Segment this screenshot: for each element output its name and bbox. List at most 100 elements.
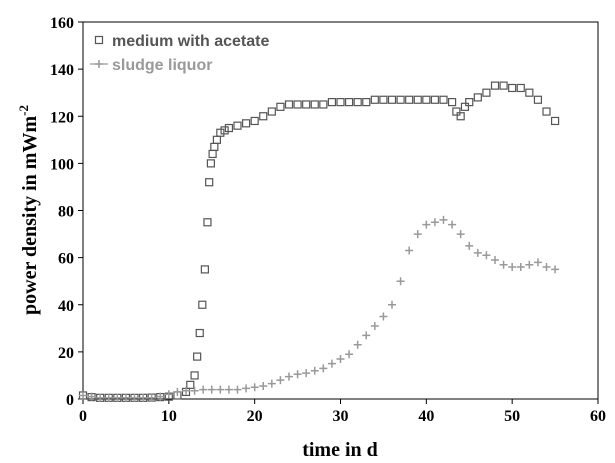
- data-point: [448, 220, 457, 229]
- data-point: [482, 88, 491, 97]
- x-tick-label: 0: [79, 408, 87, 425]
- data-point: [456, 112, 465, 121]
- data-point: [327, 359, 336, 368]
- data-point: [396, 95, 405, 104]
- data-point: [195, 328, 204, 338]
- data-point: [430, 218, 439, 227]
- data-point: [216, 385, 225, 394]
- data-point: [413, 230, 422, 239]
- data-point: [388, 300, 396, 309]
- data-point: [405, 246, 414, 255]
- data-point: [533, 258, 542, 267]
- data-point: [208, 149, 217, 159]
- legend-marker: [95, 60, 103, 68]
- data-point: [87, 392, 96, 401]
- data-point: [353, 340, 362, 349]
- data-point: [285, 372, 293, 381]
- data-point: [190, 371, 199, 380]
- y-tick-label: 0: [66, 392, 74, 409]
- data-point: [310, 100, 319, 109]
- data-point: [259, 382, 268, 391]
- data-point: [276, 102, 285, 111]
- data-point: [508, 263, 517, 272]
- data-point: [473, 93, 482, 102]
- y-tick-label: 40: [58, 298, 74, 315]
- legend-marker: [94, 35, 104, 45]
- data-point: [336, 98, 345, 107]
- y-axis-title: power density in mWm-2: [16, 105, 41, 315]
- data-point: [113, 393, 122, 402]
- data-point: [370, 321, 379, 330]
- data-point: [224, 385, 233, 394]
- data-point: [276, 376, 285, 385]
- data-point: [396, 277, 405, 286]
- x-tick-label: 60: [590, 408, 606, 425]
- data-point: [525, 88, 534, 97]
- data-point: [447, 98, 457, 107]
- y-axis-title-main: power density in mWm: [19, 116, 41, 315]
- data-point: [465, 98, 474, 107]
- data-point: [362, 98, 371, 107]
- y-axis-title-superscript: -2: [16, 105, 31, 116]
- data-point: [491, 255, 499, 264]
- data-point: [242, 384, 251, 393]
- data-point: [525, 260, 534, 269]
- data-point: [422, 220, 431, 229]
- y-tick-label: 160: [50, 15, 74, 32]
- data-point: [259, 112, 268, 121]
- data-point: [302, 100, 311, 109]
- data-point: [473, 248, 482, 257]
- plot-frame: [82, 21, 599, 400]
- data-point: [405, 95, 414, 104]
- x-tick-label: 30: [333, 408, 349, 425]
- data-point: [422, 95, 431, 104]
- data-point: [319, 100, 328, 109]
- data-point: [200, 265, 209, 274]
- data-point: [516, 263, 525, 272]
- data-point: [379, 95, 388, 104]
- data-point: [156, 392, 165, 401]
- data-point: [267, 107, 276, 116]
- data-point: [310, 366, 319, 375]
- data-point: [344, 98, 354, 107]
- y-tick-label: 100: [50, 156, 74, 173]
- data-point: [439, 95, 448, 104]
- data-point: [206, 159, 215, 168]
- legend-label: medium with acetate: [112, 33, 269, 50]
- data-point: [362, 331, 371, 340]
- data-point: [241, 119, 251, 128]
- x-tick-label: 50: [504, 408, 520, 425]
- x-tick-label: 40: [418, 408, 434, 425]
- data-point: [353, 98, 362, 107]
- data-point: [293, 370, 302, 379]
- data-point: [164, 390, 173, 399]
- data-point: [147, 393, 156, 402]
- data-point: [130, 393, 139, 402]
- data-point: [198, 300, 207, 309]
- data-point: [250, 116, 259, 126]
- y-tick-label: 140: [50, 62, 74, 79]
- data-point: [465, 241, 474, 250]
- y-tick-label: 20: [58, 345, 74, 362]
- data-point: [182, 386, 190, 395]
- data-point: [370, 95, 379, 104]
- data-point: [96, 393, 105, 402]
- data-point: [186, 380, 195, 389]
- data-point: [173, 387, 182, 396]
- data-point: [460, 102, 470, 111]
- data-point: [327, 98, 337, 107]
- y-tick-label: 120: [50, 109, 74, 126]
- data-point: [456, 230, 465, 239]
- data-point: [550, 116, 560, 126]
- data-point: [210, 142, 219, 151]
- data-point: [224, 123, 234, 133]
- data-point: [542, 107, 551, 116]
- data-point: [542, 263, 551, 272]
- data-point: [212, 135, 221, 144]
- x-tick-label: 10: [161, 408, 177, 425]
- data-point: [284, 100, 294, 109]
- data-point: [207, 385, 216, 394]
- data-point: [452, 107, 461, 116]
- data-point: [267, 379, 276, 388]
